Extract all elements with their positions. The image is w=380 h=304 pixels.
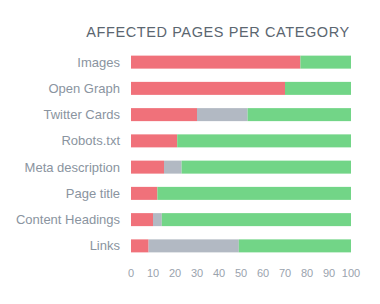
bar-segment <box>149 239 239 252</box>
bar-segment <box>285 82 351 95</box>
category-label: Open Graph <box>48 81 120 96</box>
category-label: Page title <box>66 186 120 201</box>
bar-segment <box>164 161 182 174</box>
tick-label: 70 <box>279 267 291 279</box>
category-label: Robots.txt <box>61 133 120 148</box>
bar-segment <box>131 187 157 200</box>
chart-container: AFFECTED PAGES PER CATEGORY 0 10 20 30 40 50 60… <box>0 0 380 304</box>
category-label: Links <box>90 238 121 253</box>
bar-segment <box>131 134 177 147</box>
tick-label: 30 <box>191 267 203 279</box>
bar-segment <box>131 213 153 226</box>
bars <box>131 56 351 253</box>
tick-label: 80 <box>301 267 313 279</box>
chart-svg: AFFECTED PAGES PER CATEGORY 0 10 20 30 40 50 60… <box>0 0 380 304</box>
tick-label: 50 <box>235 267 247 279</box>
bar-segment <box>197 108 248 121</box>
category-label: Twitter Cards <box>43 107 120 122</box>
tick-label: 40 <box>213 267 225 279</box>
tick-label: 60 <box>257 267 269 279</box>
category-label: Content Headings <box>16 212 121 227</box>
bar-segment <box>157 187 351 200</box>
bar-segment <box>131 56 300 69</box>
bar-segment <box>177 134 351 147</box>
tick-label: 100 <box>342 267 360 279</box>
bar-segment <box>131 82 285 95</box>
bar-segment <box>239 239 351 252</box>
tick-label: 20 <box>169 267 181 279</box>
bar-segment <box>131 108 197 121</box>
tick-label: 0 <box>128 267 134 279</box>
bar-segment <box>131 239 149 252</box>
category-label: Images <box>77 55 120 70</box>
bar-segment <box>162 213 351 226</box>
tick-label: 90 <box>323 267 335 279</box>
bar-segment <box>248 108 351 121</box>
bar-segment <box>153 213 162 226</box>
bar-segment <box>131 161 164 174</box>
chart-title: AFFECTED PAGES PER CATEGORY <box>86 24 350 40</box>
bar-segment <box>300 56 351 69</box>
category-label: Meta description <box>25 160 120 175</box>
tick-label: 10 <box>147 267 159 279</box>
bar-segment <box>182 161 351 174</box>
